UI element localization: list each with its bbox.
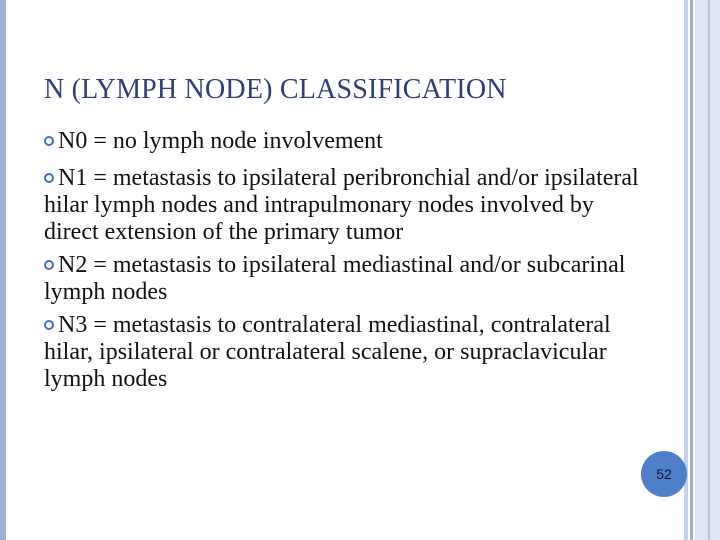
bullet-item: N0 = no lymph node involvement bbox=[44, 128, 644, 155]
circle-bullet-icon bbox=[44, 320, 54, 330]
circle-bullet-icon bbox=[44, 136, 54, 146]
bullet-item: N1 = metastasis to ipsilateral peribronc… bbox=[44, 165, 644, 246]
bullet-list: N0 = no lymph node involvement N1 = meta… bbox=[44, 128, 644, 399]
left-border-stripe bbox=[0, 0, 6, 540]
bullet-text: N2 = metastasis to ipsilateral mediastin… bbox=[44, 252, 626, 305]
page-number-badge: 52 bbox=[641, 451, 687, 497]
circle-bullet-icon bbox=[44, 173, 54, 183]
bullet-item: N3 = metastasis to contralateral mediast… bbox=[44, 312, 644, 393]
right-border-band bbox=[695, 0, 720, 540]
bullet-text: N0 = no lymph node involvement bbox=[58, 128, 383, 154]
right-border-stripe bbox=[684, 0, 688, 540]
right-border-stripe bbox=[708, 0, 710, 540]
bullet-text: N1 = metastasis to ipsilateral peribronc… bbox=[44, 165, 639, 245]
circle-bullet-icon bbox=[44, 260, 54, 270]
right-border-stripe bbox=[690, 0, 693, 540]
slide-title: N (LYMPH NODE) CLASSIFICATION bbox=[44, 74, 507, 105]
bullet-text: N3 = metastasis to contralateral mediast… bbox=[44, 312, 611, 392]
bullet-item: N2 = metastasis to ipsilateral mediastin… bbox=[44, 252, 644, 306]
